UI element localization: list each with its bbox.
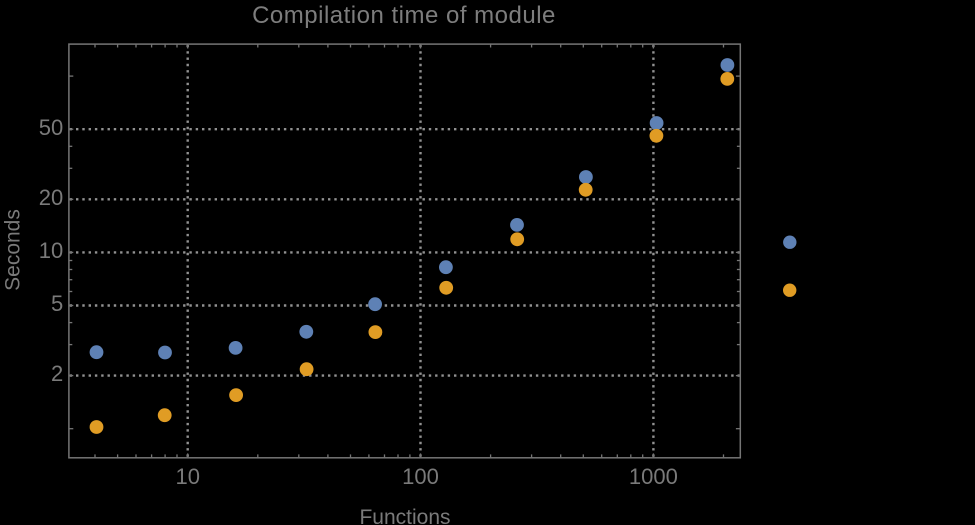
svg-text:10: 10	[39, 238, 63, 263]
svg-text:20: 20	[39, 185, 63, 210]
svg-text:Compilation time of module: Compilation time of module	[252, 2, 556, 29]
svg-text:Functions: Functions	[359, 506, 450, 525]
svg-text:50: 50	[39, 115, 63, 140]
svg-text:5: 5	[51, 291, 63, 316]
svg-text:Seconds: Seconds	[2, 209, 25, 291]
svg-text:2: 2	[51, 361, 63, 386]
svg-text:1000: 1000	[629, 464, 678, 489]
svg-text:10: 10	[175, 464, 199, 489]
svg-text:100: 100	[402, 464, 439, 489]
